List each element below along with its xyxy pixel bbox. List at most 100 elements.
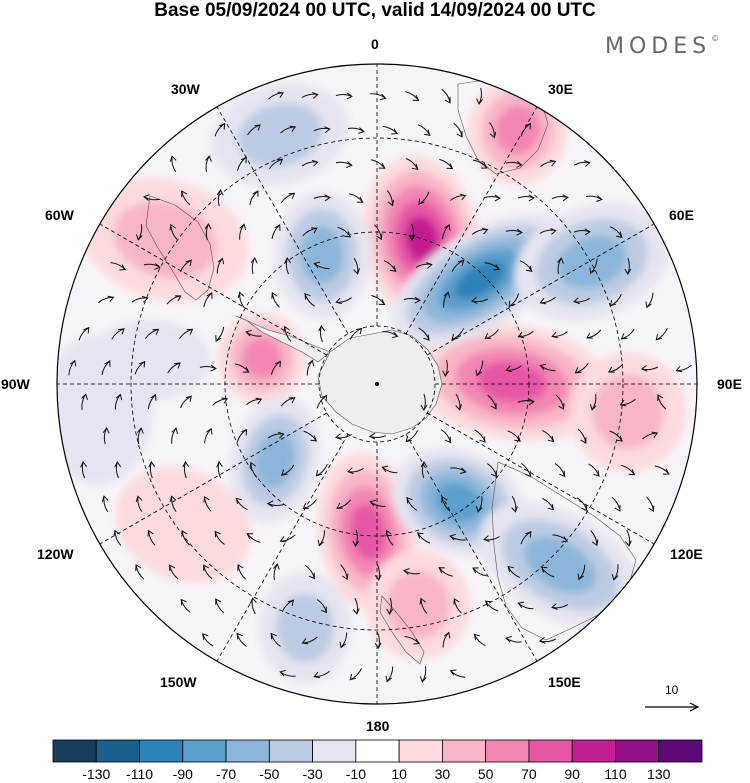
- wind-vector-head: [206, 292, 213, 299]
- wind-vector-head: [280, 469, 288, 476]
- wind-vector-head: [344, 231, 352, 238]
- wind-vector-head: [389, 265, 397, 273]
- wind-vector-head: [539, 297, 547, 305]
- wind-vector-head: [206, 427, 213, 435]
- wind-vector-head: [584, 160, 591, 167]
- wind-vector-head: [252, 190, 259, 197]
- lon-label-0: 0: [371, 36, 379, 52]
- wind-vector-head: [491, 470, 498, 478]
- wind-vector-head: [241, 428, 248, 436]
- wind-vector-head: [547, 435, 555, 443]
- wind-vector-head: [655, 333, 663, 341]
- wind-vector-head: [423, 334, 430, 341]
- vector-reference: [645, 702, 700, 712]
- wind-vector-head: [540, 566, 548, 573]
- wind-vector-head: [593, 470, 600, 477]
- wind-vector-head: [562, 194, 569, 202]
- wind-vector-head: [551, 603, 558, 610]
- wind-vector-head: [80, 461, 88, 468]
- wind-vector-head: [547, 503, 555, 511]
- modes-logo: MODES©: [605, 34, 719, 59]
- wind-vector-head: [616, 435, 623, 442]
- wind-vector-head: [374, 642, 382, 649]
- wind-vector-head: [221, 397, 229, 404]
- wind-vector-head: [342, 573, 349, 581]
- wind-vector-head: [308, 572, 316, 580]
- coastlines: [145, 79, 637, 665]
- wind-vector-head: [185, 259, 192, 267]
- wind-vector-head: [242, 366, 250, 373]
- colorbar-bin: [355, 739, 400, 763]
- colorbar-bin: [615, 739, 660, 763]
- wind-vector-head: [444, 96, 451, 104]
- wind-vector-head: [277, 91, 285, 98]
- wind-vector-head: [589, 404, 597, 411]
- wind-vector-head: [651, 431, 659, 438]
- wind-vector-head: [118, 328, 125, 335]
- wind-vector-head: [558, 403, 565, 410]
- wind-vector-head: [150, 393, 157, 401]
- meridian-line: [427, 223, 655, 356]
- wind-vector-head: [614, 505, 621, 512]
- colorbar-bin: [225, 739, 270, 763]
- wind-vector-head: [438, 567, 445, 574]
- wind-vector-head: [318, 325, 326, 332]
- wind-vector-head: [472, 567, 479, 574]
- map-disc: [57, 64, 697, 704]
- wind-vector-head: [494, 194, 501, 202]
- wind-vector-head: [580, 437, 587, 444]
- new-zealand: [379, 595, 425, 665]
- wind-vector-head: [624, 268, 632, 275]
- lon-label-30e: 30E: [548, 81, 573, 97]
- wind-vector-head: [271, 291, 278, 299]
- wind-vector-head: [559, 470, 566, 478]
- wind-vector-head: [619, 399, 627, 407]
- wind-vector-head: [352, 540, 360, 547]
- anomaly-contour: [477, 361, 547, 403]
- wind-vector-head: [443, 291, 451, 299]
- wind-vector-head: [335, 297, 343, 305]
- colorbar-bin: [139, 739, 184, 763]
- wind-vector-head: [413, 638, 420, 645]
- wind-vector-head: [147, 529, 154, 537]
- wind-vector-head: [489, 131, 497, 139]
- wind-vector-head: [414, 296, 421, 304]
- wind-vector-head: [107, 295, 115, 303]
- wind-vector-head: [101, 495, 109, 502]
- wind-vector-head: [508, 300, 515, 308]
- anomaly-contour: [386, 571, 450, 639]
- wind-vector-head: [135, 564, 142, 571]
- wind-vector-head: [311, 227, 318, 234]
- wind-vector-head: [279, 669, 286, 677]
- antarctic-peninsula: [235, 315, 331, 363]
- wind-vector-head: [81, 393, 88, 400]
- anomaly-contour: [592, 375, 664, 449]
- wind-vector-head: [321, 394, 328, 402]
- wind-vector-head: [235, 497, 243, 505]
- colorbar-bin: [312, 739, 357, 763]
- meridian-line: [216, 106, 349, 334]
- anomaly-contour: [113, 201, 217, 279]
- wind-vector-head: [539, 363, 547, 371]
- wind-vector-head: [443, 631, 451, 639]
- graticule: [57, 64, 697, 704]
- wind-vector-head: [574, 367, 582, 374]
- wind-vector-head: [385, 529, 392, 537]
- wind-vector-head: [451, 333, 458, 341]
- wind-vector-head: [516, 228, 523, 236]
- wind-vectors: [68, 87, 692, 683]
- wind-vector-head: [538, 637, 546, 644]
- wind-vector-head: [424, 129, 431, 136]
- wind-vector-head: [283, 325, 290, 333]
- wind-vector-head: [217, 257, 225, 265]
- wind-vector-head: [169, 564, 176, 572]
- wind-vector-head: [169, 155, 177, 162]
- wind-vector-head: [83, 326, 90, 334]
- wind-vector-head: [403, 568, 410, 575]
- wind-vector-head: [311, 159, 319, 167]
- anomaly-contour: [495, 105, 541, 155]
- wind-vector-head: [391, 128, 398, 135]
- wind-vector-head: [381, 465, 389, 473]
- wind-vector-head: [459, 193, 467, 201]
